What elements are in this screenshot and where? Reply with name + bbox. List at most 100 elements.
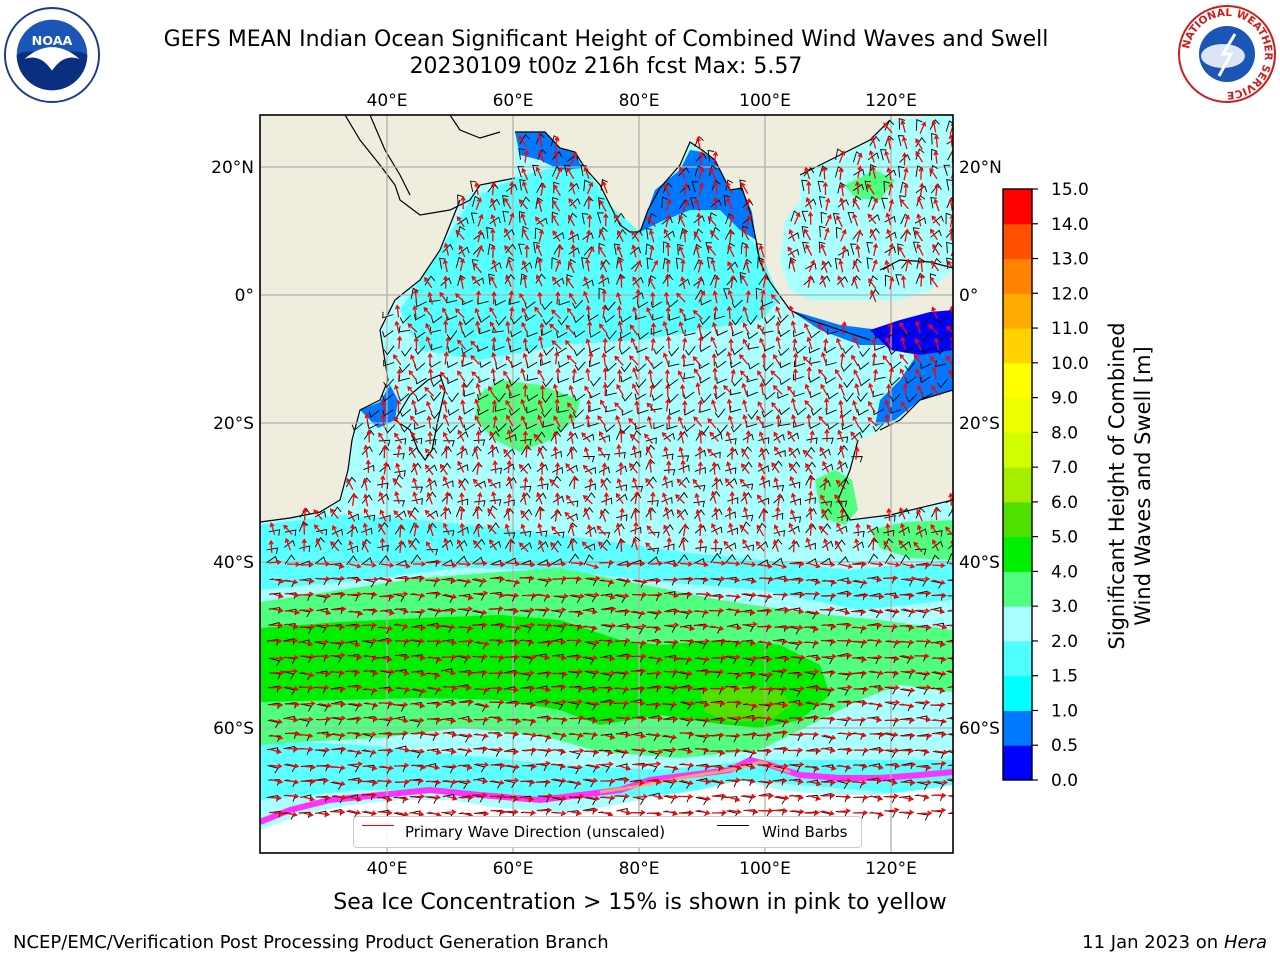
wave-direction-arrow	[601, 352, 607, 366]
wind-barb	[598, 277, 610, 285]
wave-direction-arrow	[553, 561, 567, 567]
wave-direction-arrow	[537, 134, 543, 148]
wave-direction-arrow	[615, 291, 622, 305]
wave-direction-arrow	[728, 700, 743, 706]
wind-barb	[677, 431, 689, 441]
wind-barb	[808, 376, 821, 384]
wave-direction-arrow	[394, 432, 403, 444]
wave-direction-arrow	[633, 623, 647, 629]
lon-tick-bottom: 80°E	[619, 859, 660, 879]
wind-barb	[543, 346, 555, 356]
wave-direction-arrow	[723, 540, 733, 552]
wave-direction-arrow	[380, 748, 394, 754]
wave-direction-arrow	[504, 245, 514, 256]
wind-barb	[613, 523, 625, 533]
wave-direction-arrow	[615, 492, 624, 505]
wave-direction-arrow	[728, 607, 742, 614]
colorbar-tick-label: 4.0	[1051, 562, 1078, 582]
lat-tick-right: 40°S	[959, 553, 1000, 573]
wind-barb	[662, 453, 674, 461]
wind-barb	[869, 592, 881, 600]
wave-direction-arrow	[393, 510, 403, 521]
wave-direction-arrow	[506, 654, 521, 660]
footer-credit: NCEP/EMC/Verification Post Processing Pr…	[13, 932, 609, 953]
wave-direction-arrow	[396, 779, 411, 785]
wave-direction-arrow	[286, 763, 300, 769]
wave-direction-arrow	[348, 539, 354, 554]
wave-direction-arrow	[505, 274, 512, 287]
wind-barb	[869, 746, 881, 754]
wind-barb	[801, 179, 808, 192]
wave-direction-arrow	[461, 352, 467, 366]
wave-direction-arrow	[728, 640, 742, 646]
wind-barb	[426, 548, 438, 556]
wave-direction-arrow	[365, 669, 379, 676]
wind-barb	[598, 434, 611, 442]
wind-barb	[691, 181, 699, 193]
wind-barb	[299, 507, 311, 518]
wind-barb	[778, 347, 790, 357]
wind-barb	[521, 225, 529, 238]
wave-direction-arrow	[615, 522, 621, 536]
wave-direction-arrow	[758, 244, 765, 258]
colorbar	[1002, 188, 1033, 781]
wave-direction-arrow	[522, 337, 528, 351]
wave-direction-arrow	[537, 257, 543, 272]
wave-direction-arrow	[918, 733, 933, 739]
lat-tick-right: 20°S	[959, 414, 1000, 434]
wave-direction-arrow	[742, 778, 756, 784]
wind-barb	[614, 750, 626, 759]
wave-direction-arrow	[664, 368, 671, 383]
wave-direction-arrow	[571, 368, 577, 382]
wave-direction-arrow	[458, 578, 472, 584]
wind-barb	[471, 195, 481, 208]
wave-direction-arrow	[806, 413, 812, 427]
wave-direction-arrow	[681, 716, 695, 722]
wave-direction-arrow	[539, 322, 545, 336]
wave-direction-arrow	[491, 351, 498, 365]
wind-barb	[397, 393, 410, 402]
wave-direction-arrow	[773, 446, 783, 458]
wave-direction-arrow	[695, 686, 709, 693]
wave-direction-arrow	[474, 415, 482, 428]
wave-direction-arrow	[602, 655, 616, 662]
wave-direction-arrow	[600, 399, 608, 412]
wave-direction-arrow	[618, 624, 633, 630]
wind-barb	[835, 500, 848, 508]
wave-direction-arrow	[809, 430, 815, 444]
wave-direction-arrow	[902, 608, 916, 614]
wave-direction-arrow	[285, 717, 299, 723]
wind-barb	[915, 185, 928, 194]
colorbar-tick-label: 1.0	[1051, 701, 1078, 721]
wave-direction-arrow	[586, 563, 600, 570]
wave-direction-arrow	[439, 384, 449, 395]
wind-barb	[755, 243, 763, 255]
wind-barb	[488, 273, 495, 286]
wind-barb	[919, 376, 931, 384]
wave-direction-arrow	[587, 763, 601, 770]
wind-barb	[711, 508, 723, 518]
wave-direction-arrow	[696, 322, 702, 337]
wave-direction-arrow	[666, 592, 679, 598]
wave-direction-arrow	[599, 509, 607, 522]
wave-direction-arrow	[729, 764, 743, 771]
wave-direction-arrow	[407, 510, 417, 521]
wind-barb	[550, 431, 562, 442]
wind-barb	[536, 559, 549, 566]
wave-direction-arrow	[536, 491, 543, 505]
wave-direction-arrow	[424, 276, 433, 289]
wind-barb	[763, 315, 776, 324]
wind-barb	[857, 409, 869, 416]
wind-barb	[456, 225, 466, 238]
wind-barb	[883, 529, 895, 537]
wind-barb	[742, 199, 754, 209]
wind-barb	[614, 212, 625, 223]
wave-direction-arrow	[759, 447, 766, 461]
wind-barb	[947, 733, 953, 736]
wave-direction-arrow	[565, 494, 575, 506]
wind-barb	[414, 408, 426, 416]
wave-direction-arrow	[553, 639, 567, 645]
wave-direction-arrow	[713, 538, 719, 552]
wave-direction-arrow	[839, 352, 846, 366]
wave-direction-arrow	[870, 795, 884, 801]
